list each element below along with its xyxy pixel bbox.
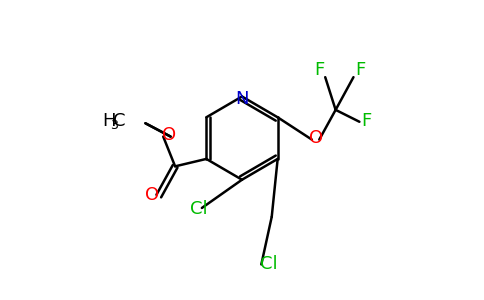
Text: Cl: Cl xyxy=(260,254,277,272)
Text: H: H xyxy=(102,112,116,130)
Text: Cl: Cl xyxy=(190,200,208,218)
Text: F: F xyxy=(361,112,371,130)
Text: F: F xyxy=(355,61,365,79)
Text: N: N xyxy=(235,91,249,109)
Text: O: O xyxy=(145,186,159,204)
Text: 3: 3 xyxy=(110,118,118,131)
Text: O: O xyxy=(162,126,176,144)
Text: C: C xyxy=(113,112,126,130)
Text: O: O xyxy=(309,129,323,147)
Text: F: F xyxy=(315,61,325,79)
